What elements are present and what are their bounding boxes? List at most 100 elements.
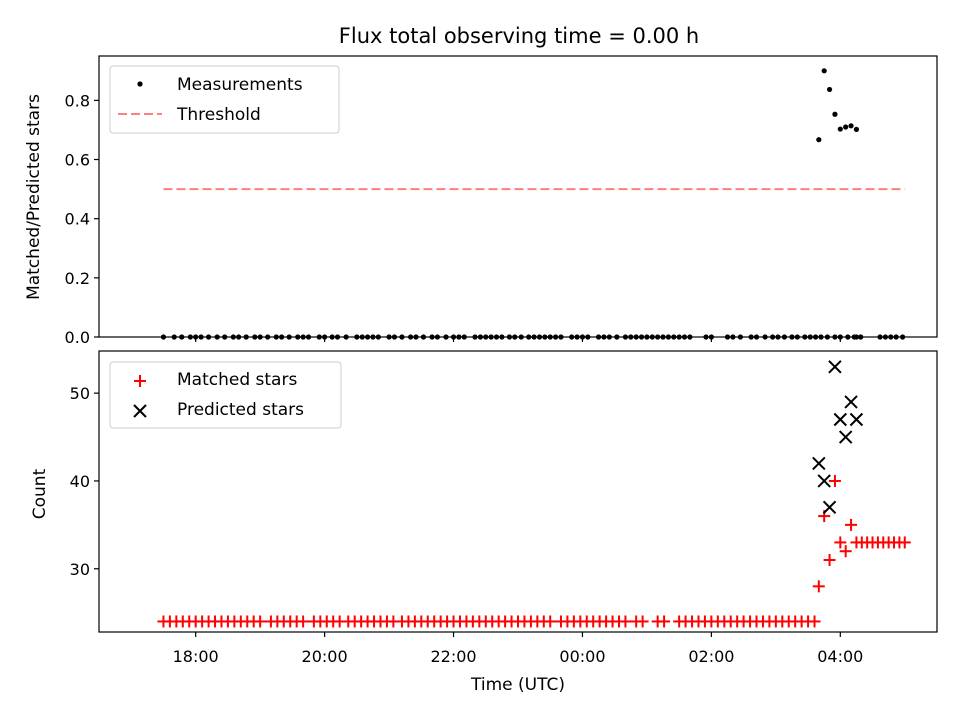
count-y-axis-label: Count — [30, 468, 50, 519]
count-xtick-label: 20:00 — [302, 647, 348, 666]
measurement-point — [359, 334, 365, 340]
measurement-point — [322, 334, 328, 340]
matched-star-point — [619, 615, 632, 628]
measurement-point — [638, 334, 645, 340]
measurement-point — [391, 334, 398, 340]
measurement-point — [789, 334, 795, 340]
matched-star-point — [297, 615, 310, 628]
matched-star-point — [839, 545, 852, 558]
ratio-ytick-label: 0.2 — [65, 269, 90, 288]
measurement-point — [753, 334, 760, 340]
predicted-star-point — [817, 474, 831, 488]
count-xtick-label: 04:00 — [817, 647, 863, 666]
predicted-star-point — [844, 395, 858, 409]
measurement-point — [273, 334, 279, 340]
measurement-point — [512, 334, 518, 340]
measurement-point — [748, 334, 754, 340]
measurement-point — [343, 334, 349, 340]
predicted-star-point — [822, 500, 837, 515]
measurement-point — [900, 334, 906, 340]
measurement-point — [676, 334, 682, 340]
measurement-point — [488, 334, 494, 340]
measurement-point — [472, 334, 478, 340]
measurement-point — [644, 334, 650, 340]
measurement-point — [236, 334, 242, 340]
measurement-point — [407, 334, 414, 340]
measurement-point — [295, 334, 301, 340]
matched-star-point — [808, 615, 821, 628]
predicted-star-point — [833, 412, 848, 427]
matched-star-point — [828, 474, 841, 487]
measurement-point — [477, 334, 483, 340]
measurement-point — [222, 334, 228, 340]
measurement-point — [802, 334, 808, 340]
measurement-point — [660, 334, 666, 340]
measurement-point — [493, 334, 500, 340]
measurement-point — [443, 334, 449, 340]
measurement-point — [257, 334, 263, 340]
measurement-point — [601, 334, 607, 340]
legend-threshold-label: Threshold — [176, 105, 261, 125]
measurement-point — [703, 334, 709, 340]
x-axis-label: Time (UTC) — [470, 675, 565, 695]
measurement-point — [526, 334, 532, 340]
ratio-ytick-label: 0.8 — [65, 91, 90, 110]
measurement-point — [300, 334, 306, 340]
measurement-point — [334, 334, 341, 340]
measurement-point — [531, 334, 537, 340]
legend-measurements-label: Measurements — [177, 75, 303, 95]
measurement-point — [665, 334, 672, 340]
measurement-point — [614, 334, 620, 340]
legend-matched-marker — [134, 375, 146, 387]
measurement-point — [171, 334, 177, 340]
measurement-point — [399, 334, 405, 340]
measurement-point — [265, 334, 271, 340]
ratio-legend: Measurements Threshold — [109, 65, 340, 134]
measurement-point — [681, 334, 688, 340]
measurement-point — [649, 334, 655, 340]
measurement-point — [198, 334, 204, 340]
measurement-point — [724, 334, 731, 340]
measurement-point — [558, 334, 564, 340]
measurement-point — [770, 334, 776, 340]
measurement-point — [243, 334, 249, 340]
measurement-point — [781, 334, 788, 340]
chart-title: Flux total observing time = 0.00 h — [339, 24, 699, 48]
ratio-marks — [160, 68, 906, 340]
matched-star-point — [636, 615, 649, 628]
matched-star-point — [544, 615, 557, 628]
measurement-point — [671, 334, 677, 340]
count-ytick-label: 50 — [70, 384, 90, 403]
count-panel-frame — [98, 350, 938, 633]
measurement-point — [730, 334, 736, 340]
measurement-point — [413, 334, 419, 340]
count-xtick-label: 00:00 — [559, 647, 605, 666]
matched-star-point — [658, 615, 671, 628]
measurement-point — [845, 334, 851, 340]
measurement-point — [832, 111, 838, 117]
measurement-point — [794, 334, 800, 340]
ratio-ytick-label: 0.0 — [65, 328, 90, 347]
measurement-point — [569, 334, 575, 340]
measurement-point — [824, 334, 831, 340]
measurement-point — [542, 334, 548, 340]
measurement-point — [737, 334, 743, 340]
matched-star-point — [845, 518, 858, 531]
measurement-point — [179, 334, 185, 340]
measurement-point — [775, 334, 781, 340]
measurement-point — [461, 334, 467, 340]
measurement-point — [585, 334, 591, 340]
count-xtick-label: 02:00 — [688, 647, 734, 666]
measurement-point — [375, 334, 381, 340]
measurement-point — [837, 334, 843, 340]
measurement-point — [214, 334, 220, 340]
measurement-point — [429, 334, 435, 340]
count-legend-box — [109, 361, 342, 429]
measurement-point — [574, 334, 580, 340]
ratio-legend-box — [109, 65, 340, 134]
measurement-point — [606, 334, 612, 340]
measurement-point — [506, 334, 513, 340]
measurement-point — [354, 334, 360, 340]
matched-star-point — [898, 536, 911, 549]
